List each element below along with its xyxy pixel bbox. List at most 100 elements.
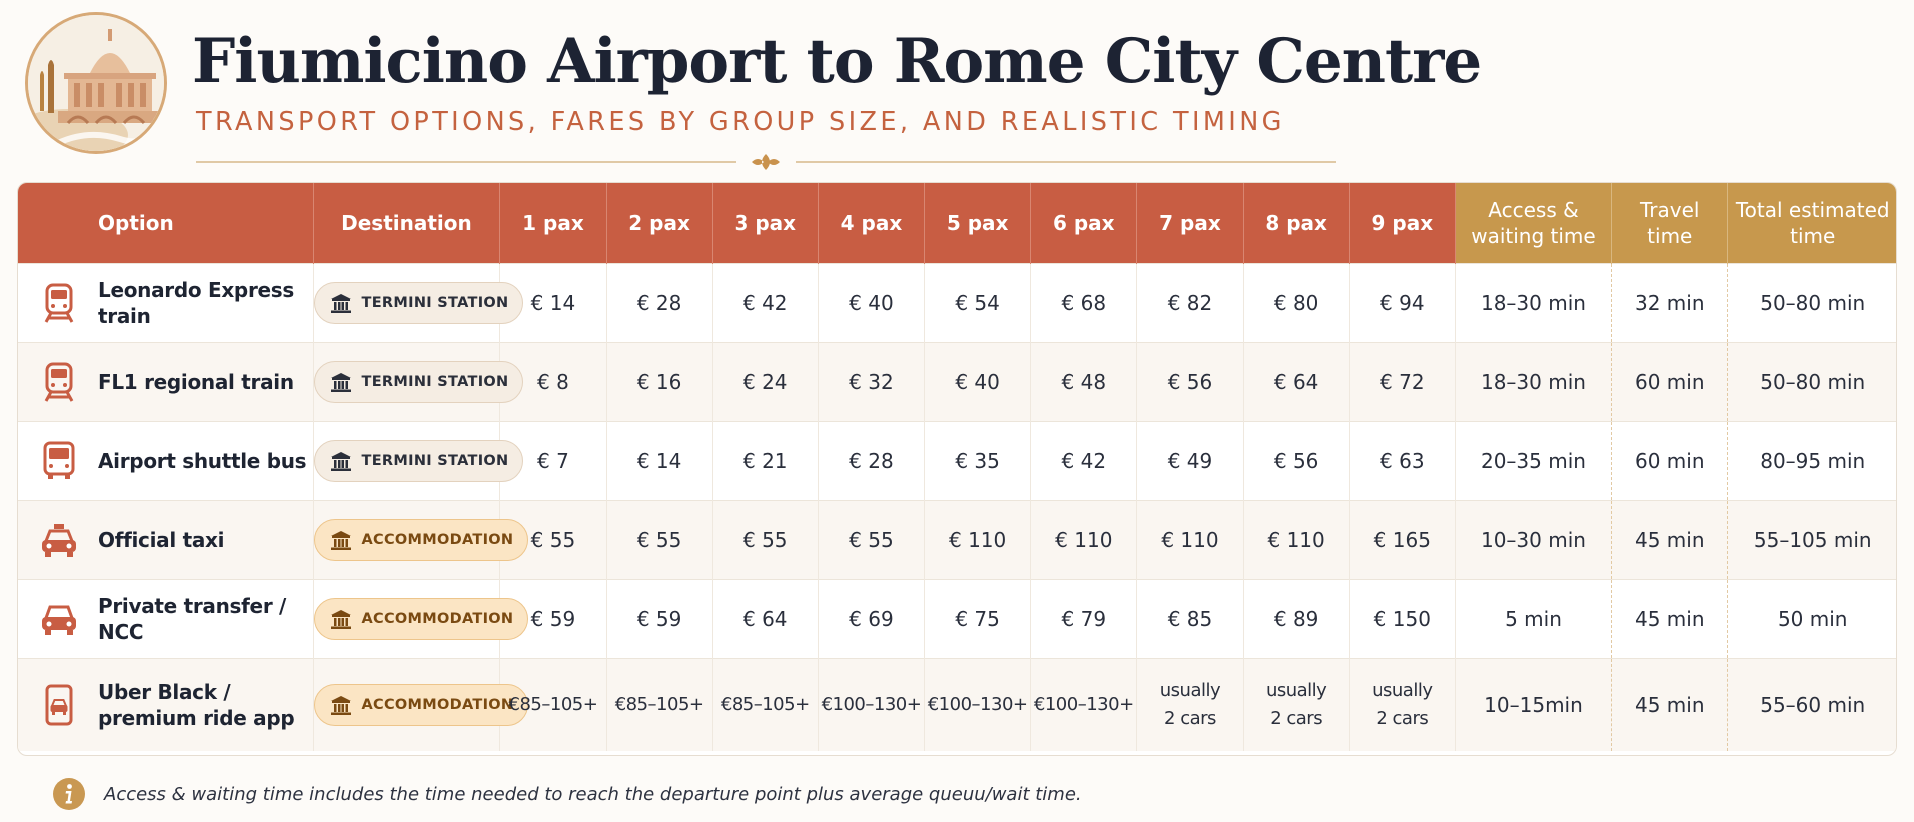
fare-cell: € 55 <box>499 499 607 579</box>
option-label-line: Official taxi <box>98 527 225 552</box>
travel-time-cell: 60 min <box>1611 420 1729 500</box>
option-label-line: Uber Black / <box>98 679 231 704</box>
footnote: Access & waiting time includes the time … <box>52 777 1082 811</box>
option-label-line: Private transfer / NCC <box>98 593 287 644</box>
footnote-text: Access & waiting time includes the time … <box>104 783 1082 805</box>
total-time-cell: 50–80 min <box>1727 341 1896 421</box>
landmark-icon <box>330 695 351 715</box>
travel-time-cell: 45 min <box>1611 657 1729 751</box>
option-cell: Uber Black / premium ride app <box>18 657 314 751</box>
total-header: Total estimated time <box>1727 183 1896 263</box>
option-cell: Private transfer / NCC <box>18 578 314 658</box>
fare-cell: € 85 <box>1136 578 1244 658</box>
access-time-cell: 18–30 min <box>1455 341 1613 421</box>
fare-cell: € 40 <box>818 262 926 342</box>
travel-time-cell: 32 min <box>1611 262 1729 342</box>
fare-cell: € 75 <box>924 578 1032 658</box>
column-header: Option <box>18 183 314 263</box>
fare-cell: € 68 <box>1030 262 1138 342</box>
column-header: 2 pax <box>606 183 713 263</box>
destination-cell: TERMINI STATION <box>313 262 524 342</box>
landmark-icon <box>330 293 351 313</box>
table-row: Official taxi ACCOMMODATION € 55 € 55 € 55 €… <box>18 499 1896 579</box>
fare-cell: € 79 <box>1030 578 1138 658</box>
access-header-line: waiting time <box>1471 223 1596 248</box>
destination-label: ACCOMMODATION <box>361 531 514 548</box>
total-time-cell: 80–95 min <box>1727 420 1896 500</box>
fare-cell: € 56 <box>1136 341 1244 421</box>
fare-cell: € 14 <box>606 420 713 500</box>
table-row: Uber Black / premium ride app ACCOMMODATI… <box>18 657 1896 751</box>
fare-cell: €85–105+ <box>499 657 607 751</box>
access-time-cell: 10–15min <box>1455 657 1613 751</box>
table-row: FL1 regional train TERMINI STATION € 8 € 1… <box>18 341 1896 421</box>
fare-cell: € 55 <box>606 499 713 579</box>
column-header: 3 pax <box>712 183 819 263</box>
travel-time-cell: 60 min <box>1611 341 1729 421</box>
info-icon <box>53 778 85 810</box>
fare-cell: € 35 <box>924 420 1032 500</box>
access-time-cell: 10–30 min <box>1455 499 1613 579</box>
fare-cell: € 165 <box>1349 499 1456 579</box>
total-header-line: Total estimated <box>1735 197 1890 222</box>
option-label-line: Airport shuttle bus <box>98 448 307 473</box>
option-cell: FL1 regional train <box>18 341 314 421</box>
destination-label: TERMINI STATION <box>361 294 509 311</box>
page-subtitle: TRANSPORT OPTIONS, FARES BY GROUP SIZE, … <box>196 107 1285 137</box>
fare-cell: € 24 <box>712 341 819 421</box>
destination-badge: TERMINI STATION <box>313 360 524 403</box>
access-header-line: Access & <box>1488 197 1579 222</box>
destination-badge: ACCOMMODATION <box>313 518 529 561</box>
fare-cell: € 110 <box>1243 499 1350 579</box>
landmark-icon <box>330 530 351 550</box>
fare-line: usually <box>1265 679 1327 701</box>
fare-cell: € 54 <box>924 262 1032 342</box>
destination-cell: ACCOMMODATION <box>313 657 529 751</box>
train-icon <box>44 362 74 402</box>
access-header: Access & waiting time <box>1455 183 1613 263</box>
destination-label: ACCOMMODATION <box>361 610 514 627</box>
fare-cell: €100–130+ <box>924 657 1032 751</box>
fare-cell: € 89 <box>1243 578 1350 658</box>
fare-cell: € 64 <box>1243 341 1350 421</box>
option-label-line: FL1 regional train <box>98 369 294 394</box>
travel-time-cell: 45 min <box>1611 578 1729 658</box>
column-header: 8 pax <box>1243 183 1350 263</box>
option-label: Private transfer / NCC <box>98 593 313 645</box>
fare-cell: € 150 <box>1349 578 1456 658</box>
column-header: 9 pax <box>1349 183 1456 263</box>
fare-cell: € 72 <box>1349 341 1456 421</box>
fare-cell: usually 2 cars <box>1243 657 1350 751</box>
fare-cell: € 110 <box>924 499 1032 579</box>
option-cell: Leonardo Express train <box>18 262 314 342</box>
total-time-cell: 50–80 min <box>1727 262 1896 342</box>
fare-cell: €100–130+ <box>818 657 926 751</box>
access-time-cell: 18–30 min <box>1455 262 1613 342</box>
taxi-icon <box>42 523 76 557</box>
fare-cell: € 21 <box>712 420 819 500</box>
destination-label: TERMINI STATION <box>361 452 509 469</box>
column-header: 4 pax <box>818 183 926 263</box>
total-time-cell: 50 min <box>1727 578 1896 658</box>
total-time-cell: 55–60 min <box>1727 657 1896 751</box>
fare-cell: € 110 <box>1030 499 1138 579</box>
page-title: Fiumicino Airport to Rome City Centre <box>192 26 1482 97</box>
fare-line: usually <box>1159 679 1221 701</box>
destination-badge: ACCOMMODATION <box>313 597 529 640</box>
option-label: FL1 regional train <box>98 369 294 395</box>
landmark-icon <box>330 609 351 629</box>
rome-logo-icon <box>25 12 167 154</box>
option-label-line: Leonardo Express train <box>98 277 294 328</box>
fare-cell: € 55 <box>712 499 819 579</box>
fare-cell: €85–105+ <box>606 657 713 751</box>
destination-label: ACCOMMODATION <box>361 696 514 713</box>
fare-line: 2 cars <box>1270 707 1323 729</box>
table-row: Leonardo Express train TERMINI STATION € … <box>18 262 1896 342</box>
column-header: 6 pax <box>1030 183 1138 263</box>
option-label: Airport shuttle bus <box>98 448 307 474</box>
fare-line: 2 cars <box>1164 707 1216 729</box>
destination-label: TERMINI STATION <box>361 373 509 390</box>
total-header-line: time <box>1790 223 1836 248</box>
table-row: Airport shuttle bus TERMINI STATION € 7 € … <box>18 420 1896 500</box>
option-label: Official taxi <box>98 527 225 553</box>
